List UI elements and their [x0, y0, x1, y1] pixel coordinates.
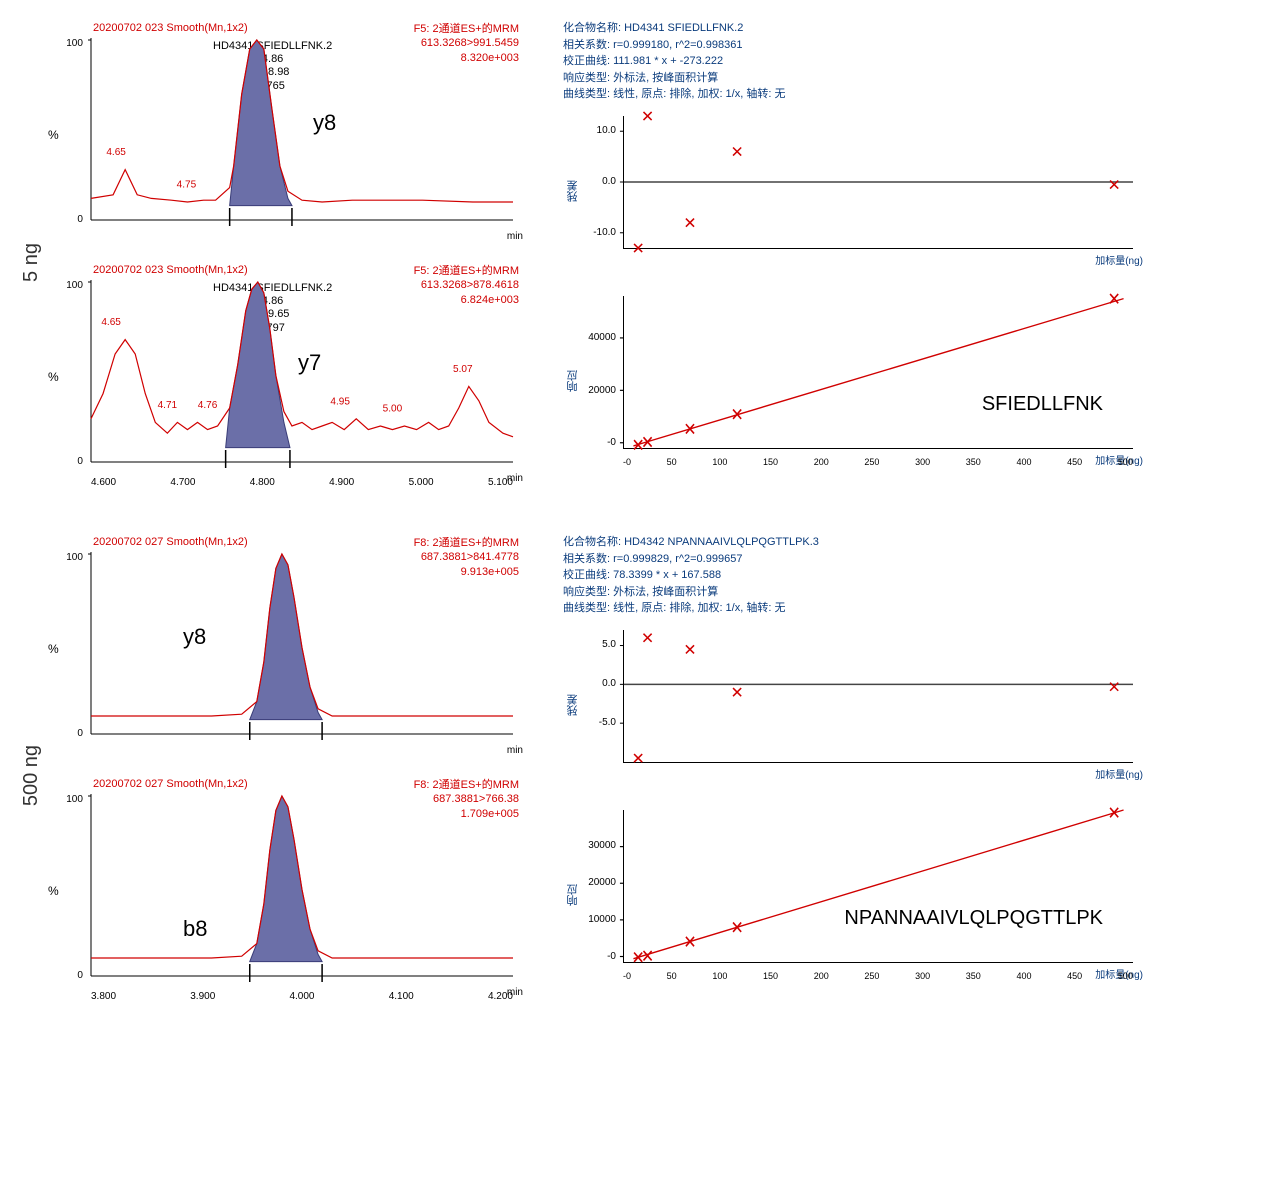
svg-text:100: 100 [66, 280, 83, 291]
chromatogram-panel: 20200702 023 Smooth(Mn,1x2)F5: 2通道ES+的MR… [53, 262, 523, 492]
x-axis-label: 加标量(ng) [1095, 766, 1143, 781]
chromatogram-column: 20200702 027 Smooth(Mn,1x2)F8: 2通道ES+的MR… [53, 534, 523, 1018]
peptide-label: NPANNAAIVLQLPQGTTLPK [844, 907, 1103, 930]
chrom-header-left: 20200702 023 Smooth(Mn,1x2) [93, 264, 248, 276]
svg-text:100: 100 [66, 794, 83, 805]
plot-area: 1000 [91, 552, 513, 742]
plot-area: 4.654.751000 [91, 38, 513, 228]
calibration-column: 化合物名称: HD4342 NPANNAAIVLQLPQGTTLPK.3相关系数… [563, 534, 1143, 985]
svg-text:5.00: 5.00 [383, 404, 403, 415]
svg-text:4.65: 4.65 [101, 317, 121, 328]
plot-area: 4.654.714.764.955.005.071000 [91, 280, 513, 470]
residual-plot: 残差10.00.0-10.0加标量(ng) [563, 111, 1143, 271]
y-ticks: 5.00.0-5.0 [563, 630, 618, 763]
y-ticks: 300002000010000-0 [563, 810, 618, 963]
x-ticks: 4.6004.7004.8004.9005.0005.100 [91, 477, 513, 488]
chromatogram-panel: 20200702 023 Smooth(Mn,1x2)F5: 2通道ES+的MR… [53, 20, 523, 250]
y-axis-label: % [48, 128, 59, 142]
compound-info: 化合物名称: HD4342 NPANNAAIVLQLPQGTTLPK.3相关系数… [563, 534, 1143, 617]
svg-text:5.07: 5.07 [453, 364, 473, 375]
x-ticks: -050100150200250300350400450500 [623, 457, 1133, 467]
plot-area [623, 630, 1133, 763]
plot-area [623, 810, 1133, 963]
svg-text:100: 100 [66, 552, 83, 563]
svg-text:0: 0 [77, 214, 83, 225]
svg-text:0: 0 [77, 970, 83, 981]
chrom-header-left: 20200702 023 Smooth(Mn,1x2) [93, 22, 248, 34]
x-axis-label: 加标量(ng) [1095, 252, 1143, 267]
chrom-header-left: 20200702 027 Smooth(Mn,1x2) [93, 778, 248, 790]
x-unit: min [507, 231, 523, 242]
plot-area: 1000 [91, 794, 513, 984]
x-unit: min [507, 745, 523, 756]
plot-area [623, 296, 1133, 449]
plot-area [623, 116, 1133, 249]
svg-text:100: 100 [66, 38, 83, 49]
group-row: 5 ng 20200702 023 Smooth(Mn,1x2)F5: 2通道ES… [20, 20, 1260, 504]
compound-info: 化合物名称: HD4341 SFIEDLLFNK.2相关系数: r=0.9991… [563, 20, 1143, 103]
peptide-label: SFIEDLLFNK [982, 393, 1103, 416]
x-ticks: 3.8003.9004.0004.1004.200 [91, 991, 513, 1002]
chromatogram-column: 20200702 023 Smooth(Mn,1x2)F5: 2通道ES+的MR… [53, 20, 523, 504]
chromatogram-panel: 20200702 027 Smooth(Mn,1x2)F8: 2通道ES+的MR… [53, 534, 523, 764]
row-label: 5 ng [20, 243, 43, 282]
x-ticks: -050100150200250300350400450500 [623, 971, 1133, 981]
response-plot: 响应4000020000-0加标量(ng)-050100150200250300… [563, 291, 1143, 471]
svg-text:4.76: 4.76 [198, 400, 218, 411]
y-ticks: 10.00.0-10.0 [563, 116, 618, 249]
y-axis-label: % [48, 884, 59, 898]
response-plot: 响应300002000010000-0加标量(ng)-0501001502002… [563, 805, 1143, 985]
svg-text:4.71: 4.71 [158, 400, 178, 411]
svg-text:0: 0 [77, 728, 83, 739]
chromatogram-panel: 20200702 027 Smooth(Mn,1x2)F8: 2通道ES+的MR… [53, 776, 523, 1006]
chrom-header-left: 20200702 027 Smooth(Mn,1x2) [93, 536, 248, 548]
y-axis-label: % [48, 642, 59, 656]
svg-text:4.95: 4.95 [330, 396, 350, 407]
row-label: 500 ng [20, 745, 43, 806]
svg-text:0: 0 [77, 456, 83, 467]
calibration-column: 化合物名称: HD4341 SFIEDLLFNK.2相关系数: r=0.9991… [563, 20, 1143, 471]
group-row: 500 ng 20200702 027 Smooth(Mn,1x2)F8: 2通道… [20, 534, 1260, 1018]
y-ticks: 4000020000-0 [563, 296, 618, 449]
svg-text:4.75: 4.75 [177, 180, 197, 191]
y-axis-label: % [48, 370, 59, 384]
residual-plot: 残差5.00.0-5.0加标量(ng) [563, 625, 1143, 785]
svg-text:4.65: 4.65 [106, 147, 126, 158]
